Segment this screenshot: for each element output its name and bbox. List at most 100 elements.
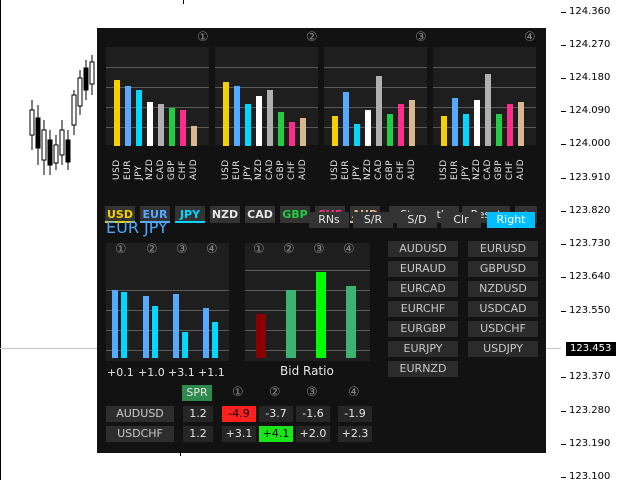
- price-axis-label: 123.100: [569, 471, 611, 482]
- currency-label: GBP: [276, 159, 286, 180]
- price-axis-label: 124.090: [569, 105, 611, 116]
- sr-button[interactable]: S/R: [353, 212, 393, 228]
- currency-toggle-jpy[interactable]: JPY: [175, 206, 205, 223]
- currency-label: AUD: [407, 158, 417, 180]
- rns-button[interactable]: RNs: [309, 212, 349, 228]
- price-axis-tick: [561, 144, 566, 145]
- pair-button-eurcad[interactable]: EURCAD: [388, 281, 458, 297]
- clr-button[interactable]: Clr: [441, 212, 481, 228]
- price-axis-label: 123.190: [569, 438, 611, 449]
- price-axis-label: 124.000: [569, 138, 611, 149]
- price-axis-label: 123.280: [569, 405, 611, 416]
- pair-button-eurnzd[interactable]: EURNZD: [388, 361, 458, 377]
- strength-bar-eur: [125, 86, 131, 146]
- currency-label: CAD: [156, 159, 166, 180]
- currency-toggle-gbp[interactable]: GBP: [280, 206, 310, 223]
- strength-bar-usd: [223, 82, 229, 146]
- small-chart-number: ②: [146, 242, 158, 257]
- pair-button-audusd[interactable]: AUDUSD: [388, 241, 458, 257]
- pair-button-eurgbp[interactable]: EURGBP: [388, 321, 458, 337]
- grid-line: [245, 290, 370, 291]
- price-axis-tick: [561, 377, 566, 378]
- currency-label: GBP: [385, 159, 395, 180]
- grid-line: [324, 107, 427, 108]
- currency-label: GBP: [494, 159, 504, 180]
- pair-button-usdjpy[interactable]: USDJPY: [468, 341, 538, 357]
- grid-line: [245, 330, 370, 331]
- currency-label: CAD: [265, 159, 275, 180]
- sd-button[interactable]: S/D: [397, 212, 437, 228]
- currency-label: JPY: [352, 165, 362, 180]
- currency-label: GBP: [167, 159, 177, 180]
- price-axis-tick: [561, 12, 566, 13]
- strength-bar-chf: [180, 110, 186, 146]
- strength-bar-cad: [158, 104, 164, 146]
- bid-ratio-bar: [286, 290, 296, 358]
- price-axis-label: 123.910: [569, 172, 611, 183]
- change-bar: [112, 290, 118, 358]
- strength-bar-chf: [398, 104, 404, 146]
- currency-label: CHF: [396, 160, 406, 180]
- currency-toggle-usd[interactable]: USD: [105, 206, 135, 223]
- grid-line: [106, 310, 229, 311]
- currency-label: USD: [221, 159, 231, 180]
- strength-bar-jpy: [463, 114, 469, 146]
- change-value: +2.0: [296, 426, 330, 442]
- currency-label: CAD: [374, 159, 384, 180]
- strength-bar-nzd: [365, 110, 371, 146]
- grid-line: [106, 127, 209, 128]
- price-axis-label: 123.640: [569, 271, 611, 282]
- currency-toggle-cad[interactable]: CAD: [245, 206, 275, 223]
- strength-bar-eur: [234, 86, 240, 146]
- bid-ratio-bar: [346, 286, 356, 358]
- currency-label: EUR: [232, 159, 242, 180]
- change-label: +1.1: [198, 366, 225, 379]
- price-axis-tick: [561, 277, 566, 278]
- price-axis-tick: [561, 111, 566, 112]
- pair-button-eurusd[interactable]: EURUSD: [468, 241, 538, 257]
- pair-button-euraud[interactable]: EURAUD: [388, 261, 458, 277]
- price-axis-tick: [561, 477, 566, 478]
- grid-line: [106, 87, 209, 88]
- right-button[interactable]: Right: [487, 212, 535, 228]
- strength-bar-nzd: [147, 102, 153, 146]
- spread-value: 1.2: [183, 406, 213, 422]
- strength-bar-aud: [191, 126, 197, 146]
- bid-ratio-title: Bid Ratio: [280, 364, 334, 378]
- price-axis-tick: [561, 444, 566, 445]
- pair-button-usdchf[interactable]: USDCHF: [468, 321, 538, 337]
- change-bar: [143, 296, 149, 358]
- pair-button-gbpusd[interactable]: GBPUSD: [468, 261, 538, 277]
- currency-toggle-eur[interactable]: EUR: [140, 206, 170, 223]
- table-pair-usdchf[interactable]: USDCHF: [106, 426, 174, 442]
- grid-line: [106, 330, 229, 331]
- grid-line: [324, 87, 427, 88]
- currency-label: NZD: [472, 158, 482, 180]
- pair-button-eurchf[interactable]: EURCHF: [388, 301, 458, 317]
- price-axis-tick: [561, 411, 566, 412]
- strength-bar-chf: [289, 122, 295, 146]
- table-pair-audusd[interactable]: AUDUSD: [106, 406, 174, 422]
- pair-button-usdcad[interactable]: USDCAD: [468, 301, 538, 317]
- change-value: -3.7: [259, 406, 293, 422]
- strength-bar-nzd: [256, 96, 262, 146]
- strength-bar-gbp: [169, 108, 175, 146]
- price-chart-fragment-bottom: [180, 452, 181, 456]
- grid-line: [433, 87, 536, 88]
- price-axis-label: 123.730: [569, 238, 611, 249]
- price-axis-label: 124.360: [569, 6, 611, 17]
- grid-line: [433, 67, 536, 68]
- table-col-number: ③: [306, 385, 318, 400]
- bid-chart-number: ④: [343, 242, 355, 257]
- currency-label: AUD: [189, 158, 199, 180]
- currency-label: JPY: [461, 165, 471, 180]
- currency-strength-panel: ① USD EUR JPY NZD CAD GBP CHF AUD ② USD EUR JPY NZD CA…: [97, 28, 546, 453]
- currency-label: CHF: [287, 160, 297, 180]
- small-chart-number: ④: [206, 242, 218, 257]
- grid-line: [215, 107, 318, 108]
- currency-toggle-nzd[interactable]: NZD: [210, 206, 240, 223]
- pair-button-nzdusd[interactable]: NZDUSD: [468, 281, 538, 297]
- strength-bar-aud: [409, 100, 415, 146]
- spr-label: SPR: [182, 385, 212, 401]
- pair-button-eurjpy[interactable]: EURJPY: [388, 341, 458, 357]
